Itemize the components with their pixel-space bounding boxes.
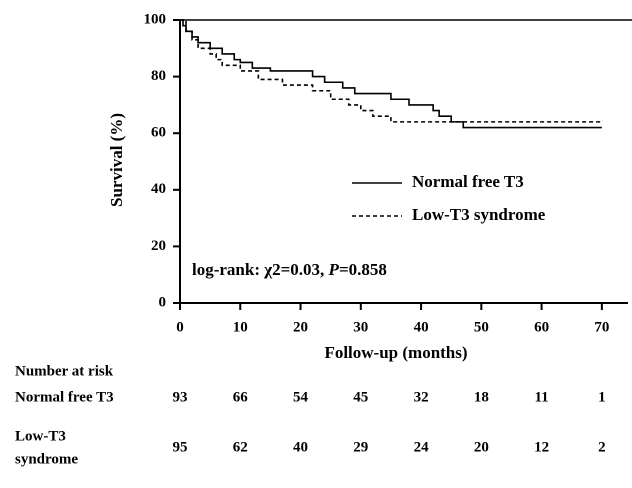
risk-value: 66	[233, 389, 249, 405]
risk-value: 54	[293, 389, 309, 405]
x-tick-label: 70	[594, 319, 609, 335]
y-axis-label: Survival (%)	[107, 113, 126, 207]
risk-value: 95	[173, 439, 188, 455]
x-tick-label: 0	[176, 319, 184, 335]
y-tick-label: 80	[151, 68, 166, 84]
x-tick-label: 60	[534, 319, 549, 335]
risk-value: 1	[598, 389, 606, 405]
y-tick-label: 100	[144, 11, 167, 27]
legend-label: Low-T3 syndrome	[412, 205, 546, 224]
y-tick-label: 0	[159, 294, 167, 310]
x-tick-label: 10	[233, 319, 248, 335]
risk-row-label: Normal free T3	[15, 389, 114, 405]
survival-curve	[180, 19, 602, 123]
y-tick-label: 20	[151, 238, 166, 254]
risk-value: 62	[233, 439, 248, 455]
risk-value: 18	[474, 389, 489, 405]
annotation-part: =0.858	[339, 260, 387, 279]
x-tick-label: 20	[293, 319, 308, 335]
annotation: log-rank: χ2=0.03, P=0.858	[192, 260, 387, 279]
risk-value: 29	[353, 439, 368, 455]
annotation-part: P	[328, 260, 340, 279]
risk-value: 40	[293, 439, 308, 455]
risk-value: 12	[534, 439, 549, 455]
annotation-part: log-rank: χ2=0.03,	[192, 260, 329, 279]
y-tick-label: 40	[151, 181, 166, 197]
risk-table-title: Number at risk	[15, 363, 114, 379]
risk-value: 45	[353, 389, 368, 405]
risk-value: 2	[598, 439, 606, 455]
x-axis-label: Follow-up (months)	[324, 343, 467, 362]
legend-label: Normal free T3	[412, 172, 524, 191]
x-tick-label: 50	[474, 319, 489, 335]
y-tick-label: 60	[151, 125, 166, 141]
x-tick-label: 40	[414, 319, 429, 335]
risk-value: 20	[474, 439, 489, 455]
risk-value: 11	[535, 389, 549, 405]
risk-row-label: Low-T3	[15, 428, 66, 444]
survival-curve	[180, 19, 602, 129]
x-tick-label: 30	[353, 319, 368, 335]
risk-value: 93	[173, 389, 188, 405]
risk-row-label: syndrome	[15, 451, 78, 467]
risk-value: 24	[414, 439, 430, 455]
risk-value: 32	[414, 389, 429, 405]
